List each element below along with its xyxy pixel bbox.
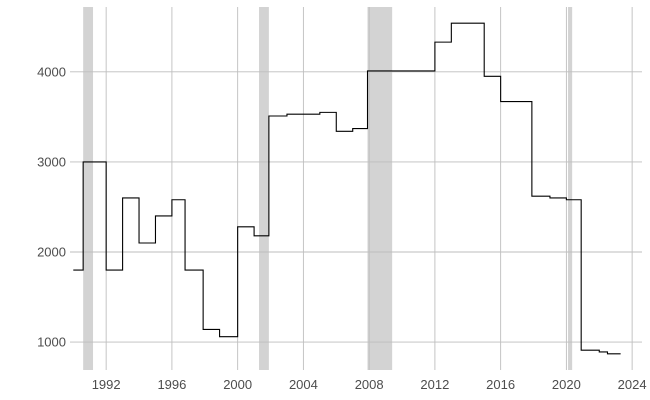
x-tick-label: 2020: [552, 377, 581, 392]
shaded-period-2: [259, 7, 269, 370]
shaded-period-4: [568, 7, 573, 370]
y-tick-label: 3000: [37, 154, 66, 169]
recession-shading-layer: [83, 7, 573, 370]
x-tick-label: 2004: [289, 377, 318, 392]
x-tick-label: 2008: [355, 377, 384, 392]
y-tick-label: 2000: [37, 245, 66, 260]
x-axis: 1992 1996 2000 2004 2008 2012 2016 2020 2024: [92, 377, 647, 392]
x-tick-label: 1992: [92, 377, 121, 392]
shaded-period-3: [367, 7, 393, 370]
grid-lines: [70, 7, 642, 370]
shaded-period-1: [83, 7, 94, 370]
series-line-layer: [73, 22, 621, 355]
x-tick-label: 2012: [420, 377, 449, 392]
x-tick-label: 2016: [486, 377, 515, 392]
y-axis: 1000 2000 3000 4000: [37, 64, 66, 349]
x-tick-label: 2000: [223, 377, 252, 392]
y-tick-label: 1000: [37, 335, 66, 350]
y-tick-label: 4000: [37, 64, 66, 79]
x-tick-label: 2024: [618, 377, 647, 392]
series-line-1: [73, 22, 621, 355]
x-tick-label: 1996: [157, 377, 186, 392]
